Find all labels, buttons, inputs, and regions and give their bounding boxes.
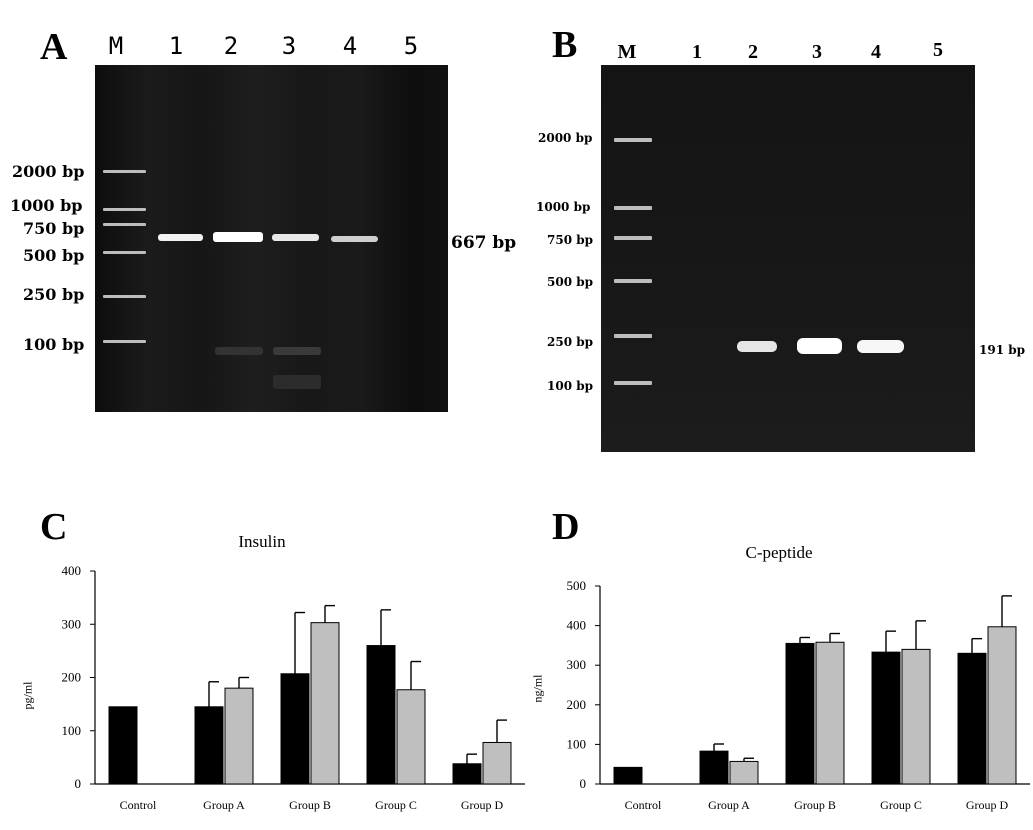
chart-c-bar <box>396 689 426 785</box>
chart-c-bar <box>194 706 224 785</box>
chart-d-x-tick-label: Group A <box>708 798 750 812</box>
chart-d-y-tick-label: 100 <box>567 736 587 751</box>
panel-letter-c: C <box>40 506 68 548</box>
panel-letter-b: B <box>552 24 578 66</box>
chart-c-bar <box>280 673 310 785</box>
chart-c-y-tick-label: 100 <box>62 723 82 738</box>
primer-dimer-smear <box>215 347 263 355</box>
gel-b-marker-500: 500 bp <box>547 275 594 289</box>
gel-a-lane-label-m: M <box>108 32 124 60</box>
panel-letter-d: D <box>552 506 580 548</box>
chart-c-x-tick-label: Group B <box>289 798 331 812</box>
gel-image-a <box>95 65 448 412</box>
gel-a-marker-250: 250 bp <box>23 285 85 304</box>
gel-a-marker-750: 750 bp <box>23 219 85 238</box>
gel-a-lane-label-4: 4 <box>342 32 358 60</box>
ladder-band <box>614 381 652 385</box>
pcr-band-lane-1 <box>158 234 203 241</box>
chart-d-title: C-peptide <box>745 543 813 562</box>
chart-d-x-tick-label: Group D <box>966 798 1009 812</box>
gel-a-marker-500: 500 bp <box>23 246 85 265</box>
chart-d-bar <box>699 750 729 785</box>
ladder-band <box>614 236 652 240</box>
chart-c-bar <box>482 741 512 785</box>
chart-d-y-tick-label: 0 <box>580 776 587 791</box>
gel-a-lane-label-5: 5 <box>403 32 419 60</box>
chart-c-bar <box>452 763 482 785</box>
gel-b-marker-2000: 2000 bp <box>538 131 593 145</box>
gel-a-lane-label-3: 3 <box>281 32 297 60</box>
chart-c-x-tick-label: Group D <box>461 798 504 812</box>
chart-d-bar <box>729 760 759 785</box>
chart-d-bar <box>901 648 931 785</box>
pcr-band-lane-4 <box>857 340 904 353</box>
gel-b-marker-100: 100 bp <box>547 379 594 393</box>
chart-d-x-tick-label: Group C <box>880 798 922 812</box>
chart-d-bar <box>815 641 845 785</box>
chart-d-y-tick-label: 400 <box>567 618 587 633</box>
pcr-band-lane-4 <box>331 236 378 242</box>
primer-dimer-smear <box>273 375 321 389</box>
pcr-band-lane-3 <box>272 234 319 241</box>
chart-d-y-tick-label: 200 <box>567 697 587 712</box>
ladder-band <box>614 279 652 283</box>
chart-c-x-tick-label: Control <box>120 798 157 812</box>
gel-image-b <box>601 65 975 452</box>
ladder-band <box>614 138 652 142</box>
pcr-band-lane-2 <box>737 341 777 352</box>
gel-b-lane-label-5: 5 <box>933 39 943 61</box>
chart-d-x-tick-label: Control <box>625 798 662 812</box>
chart-d-y-tick-label: 300 <box>567 657 587 672</box>
ladder-band <box>103 251 146 254</box>
gel-b-marker-1000: 1000 bp <box>536 200 591 214</box>
chart-d-x-tick-label: Group B <box>794 798 836 812</box>
ladder-band <box>103 223 146 226</box>
gel-b-marker-750: 750 bp <box>547 233 594 247</box>
gel-a-product-size: 667 bp <box>451 233 517 253</box>
gel-b-lane-label-2: 2 <box>748 41 758 63</box>
gel-a-marker-1000: 1000 bp <box>10 196 83 215</box>
gel-b-lane-label-3: 3 <box>812 41 822 63</box>
chart-c-bar <box>366 645 396 785</box>
ladder-band <box>614 206 652 210</box>
chart-c-y-tick-label: 200 <box>62 670 82 685</box>
gel-a-marker-2000: 2000 bp <box>12 162 85 181</box>
chart-c-x-tick-label: Group A <box>203 798 245 812</box>
pcr-band-lane-2 <box>213 232 263 242</box>
chart-d-bar <box>957 652 987 785</box>
chart-c-bar <box>108 706 138 785</box>
chart-c-y-tick-label: 300 <box>62 616 82 631</box>
gel-b-lane-label-m: M <box>617 41 637 63</box>
chart-c-y-tick-label: 0 <box>75 776 82 791</box>
ladder-band <box>103 340 146 343</box>
ladder-band <box>103 295 146 298</box>
gel-a-lane-label-2: 2 <box>223 32 239 60</box>
ladder-band <box>614 334 652 338</box>
gel-b-lane-label-1: 1 <box>692 41 702 63</box>
chart-d-bar <box>785 642 815 785</box>
chart-d-bar <box>987 626 1017 785</box>
ladder-band <box>103 170 146 173</box>
gel-a-lane-label-1: 1 <box>168 32 184 60</box>
chart-c-bar <box>224 687 254 785</box>
chart-d-y-tick-label: 500 <box>567 578 587 593</box>
chart-c-bar <box>310 622 340 785</box>
pcr-band-lane-3 <box>797 338 842 354</box>
gel-b-product-size: 191 bp <box>979 343 1026 357</box>
chart-d-bar <box>613 766 643 785</box>
chart-d-bar <box>871 651 901 785</box>
panel-letter-a: A <box>40 26 68 68</box>
chart-c-title: Insulin <box>238 532 286 551</box>
chart-c-x-tick-label: Group C <box>375 798 417 812</box>
gel-b-marker-250: 250 bp <box>547 335 594 349</box>
ladder-band <box>103 208 146 211</box>
gel-a-marker-100: 100 bp <box>23 335 85 354</box>
gel-b-lane-label-4: 4 <box>871 41 881 63</box>
primer-dimer-smear <box>273 347 321 355</box>
chart-c-y-tick-label: 400 <box>62 563 82 578</box>
